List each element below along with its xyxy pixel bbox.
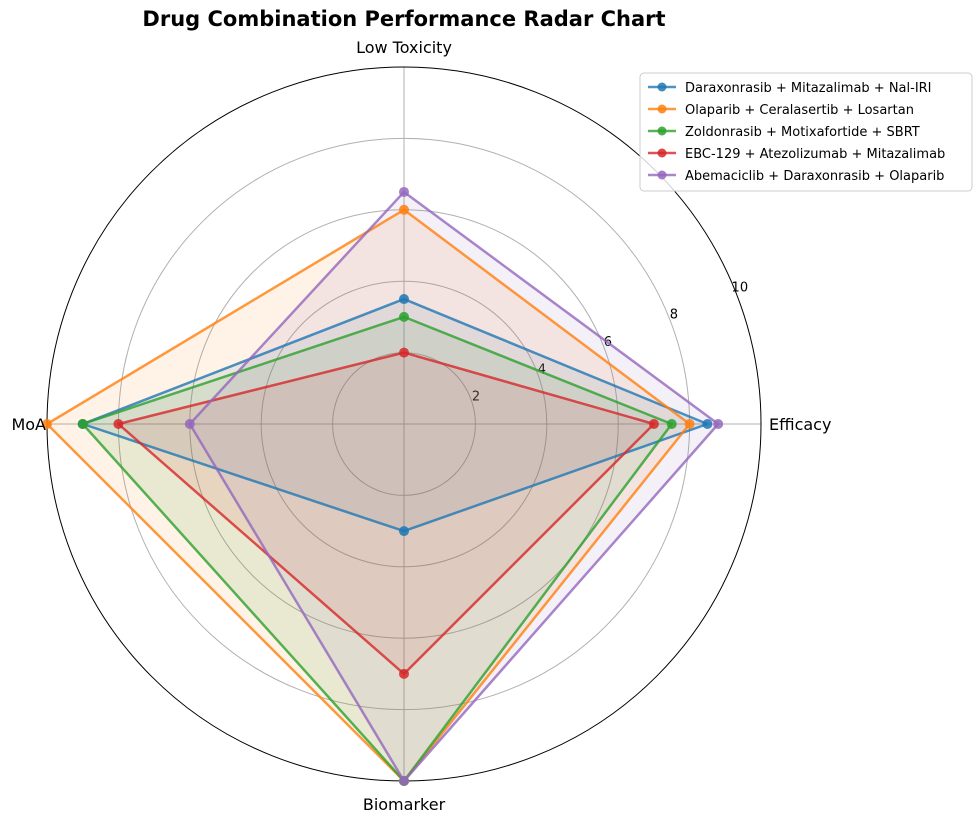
axis-labels: Efficacy Low Toxicity MoA Biomarker <box>11 38 831 814</box>
data-point <box>702 419 713 429</box>
legend-swatch-marker <box>657 82 667 92</box>
data-point <box>399 776 409 786</box>
series-fill <box>82 299 708 532</box>
data-point <box>648 419 659 429</box>
legend-frame <box>639 72 973 192</box>
legend-swatch-marker <box>657 148 667 158</box>
data-point <box>399 294 409 305</box>
data-point <box>113 419 124 429</box>
legend-swatch-marker <box>657 126 667 136</box>
legend-label: EBC-129 + Atezolizumab + Mitazalimab <box>685 147 945 162</box>
r-tick-label: 2 <box>472 390 480 405</box>
series-fill <box>189 191 719 781</box>
legend-swatch-marker <box>657 170 667 180</box>
axis-label: MoA <box>11 415 46 434</box>
series-fill <box>118 352 654 674</box>
axis-label: Low Toxicity <box>356 38 452 57</box>
data-point <box>184 419 195 429</box>
legend: Daraxonrasib + Mitazalimab + Nal-IRI Olap… <box>639 72 973 192</box>
legend-label: Zoldonrasib + Motixafortide + SBRT <box>685 125 920 140</box>
r-tick-label: 4 <box>538 362 546 377</box>
r-tick-label: 8 <box>670 308 678 323</box>
axis-label: Biomarker <box>363 795 446 814</box>
data-point <box>666 419 677 429</box>
legend-label: Olaparib + Ceralasertib + Losartan <box>685 103 914 118</box>
r-tick-label: 10 <box>732 280 749 295</box>
data-point <box>77 419 88 429</box>
series-fill <box>47 209 690 782</box>
chart-title: Drug Combination Performance Radar Chart <box>142 7 665 31</box>
data-point <box>713 419 724 429</box>
data-point <box>684 419 695 429</box>
series-fill <box>82 316 672 781</box>
data-point <box>42 419 52 429</box>
data-point <box>399 311 409 322</box>
axis-label: Efficacy <box>769 415 831 434</box>
data-point <box>399 204 409 215</box>
data-point <box>399 186 409 197</box>
data-point <box>399 526 409 537</box>
data-point <box>399 347 409 358</box>
legend-swatch-marker <box>657 104 667 114</box>
series-layer <box>42 186 724 786</box>
legend-label: Abemaciclib + Daraxonrasib + Olaparib <box>685 169 944 184</box>
data-point <box>399 668 409 679</box>
legend-label: Daraxonrasib + Mitazalimab + Nal-IRI <box>685 81 932 96</box>
